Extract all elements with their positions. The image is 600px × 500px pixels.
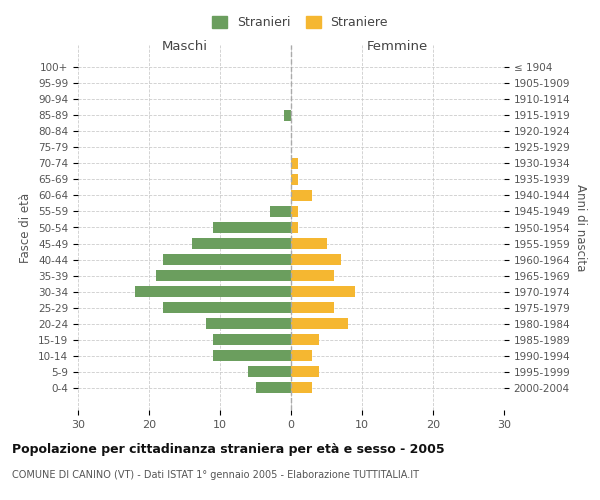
Bar <box>163 254 291 266</box>
Text: Maschi: Maschi <box>161 40 208 53</box>
Bar <box>156 270 291 281</box>
Bar <box>291 158 298 169</box>
Bar <box>291 190 313 201</box>
Bar <box>284 110 291 121</box>
Bar <box>213 334 291 345</box>
Y-axis label: Fasce di età: Fasce di età <box>19 192 32 262</box>
Bar <box>213 350 291 362</box>
Bar <box>270 206 291 218</box>
Bar <box>256 382 291 394</box>
Bar <box>206 318 291 330</box>
Bar <box>248 366 291 378</box>
Bar <box>291 318 348 330</box>
Bar <box>291 174 298 185</box>
Bar <box>291 334 319 345</box>
Bar <box>291 238 326 250</box>
Text: Femmine: Femmine <box>367 40 428 53</box>
Bar <box>291 286 355 298</box>
Bar <box>291 302 334 314</box>
Bar <box>291 382 313 394</box>
Bar <box>291 222 298 234</box>
Bar <box>163 302 291 314</box>
Bar <box>291 206 298 218</box>
Bar <box>291 366 319 378</box>
Y-axis label: Anni di nascita: Anni di nascita <box>574 184 587 271</box>
Bar <box>291 254 341 266</box>
Bar <box>213 222 291 234</box>
Text: Popolazione per cittadinanza straniera per età e sesso - 2005: Popolazione per cittadinanza straniera p… <box>12 442 445 456</box>
Text: COMUNE DI CANINO (VT) - Dati ISTAT 1° gennaio 2005 - Elaborazione TUTTITALIA.IT: COMUNE DI CANINO (VT) - Dati ISTAT 1° ge… <box>12 470 419 480</box>
Bar <box>291 270 334 281</box>
Bar <box>191 238 291 250</box>
Bar <box>291 350 313 362</box>
Bar <box>135 286 291 298</box>
Legend: Stranieri, Straniere: Stranieri, Straniere <box>207 11 393 34</box>
